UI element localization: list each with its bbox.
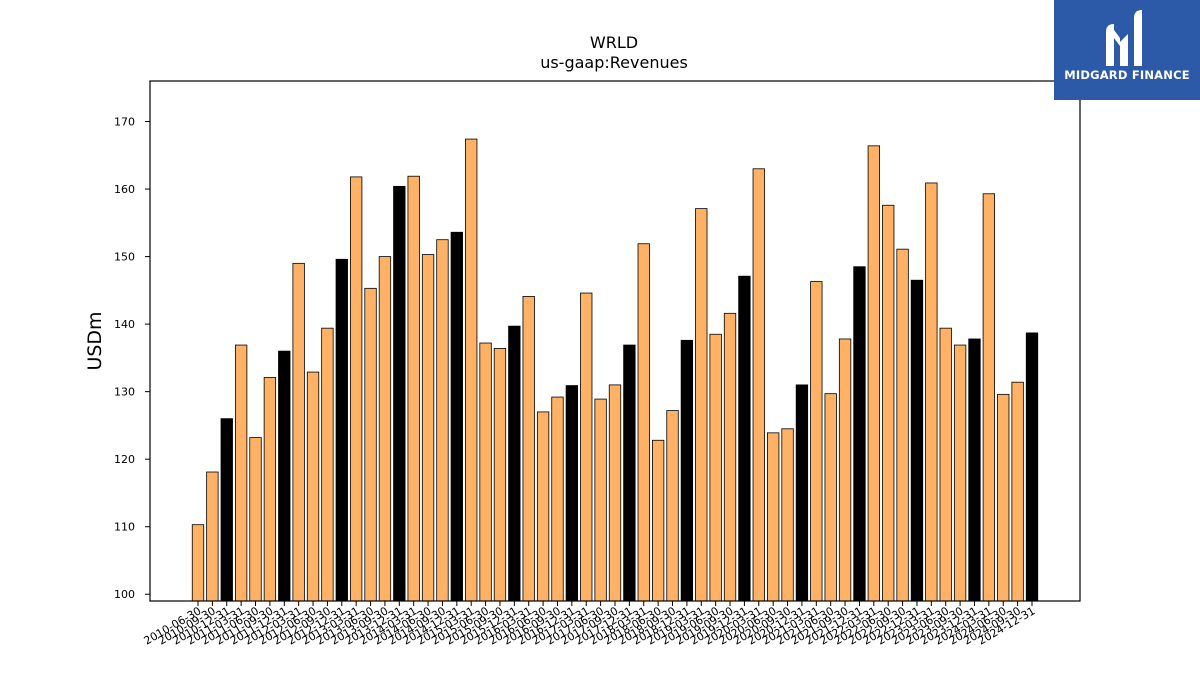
y-tick-label: 160	[114, 183, 135, 196]
bar-2022-06-30	[882, 204, 895, 602]
logo-text: MIDGARD FINANCE	[1064, 68, 1190, 82]
bar-2012-03-31	[292, 262, 305, 602]
bar-2023-12-31	[968, 338, 981, 602]
bar-2021-06-30	[824, 393, 837, 602]
bar-2021-03-31	[810, 281, 823, 602]
bar-2024-06-30	[997, 393, 1010, 602]
bar-2013-09-30	[378, 256, 392, 602]
bar-2012-06-30	[306, 371, 320, 602]
bar-2021-09-30	[838, 338, 852, 602]
bar-2018-12-31	[680, 339, 694, 602]
bar-2020-06-30	[767, 432, 780, 602]
bar-2016-06-30	[536, 411, 550, 602]
bar-2010-09-30	[206, 471, 219, 602]
bar-2024-09-30	[1011, 381, 1024, 602]
bar-2024-03-31	[982, 193, 996, 602]
bar-2017-03-31	[580, 292, 593, 602]
bar-2018-09-30	[666, 410, 679, 602]
bar-2015-06-30	[479, 342, 492, 602]
bar-2019-12-31	[738, 275, 751, 602]
bar-2017-06-30	[594, 398, 607, 602]
y-tick-label: 170	[114, 116, 135, 129]
y-axis-label: USDm	[84, 311, 106, 370]
bar-2012-12-31	[335, 258, 348, 602]
bar-2014-12-31	[450, 231, 463, 602]
bar-2016-03-31	[522, 296, 535, 602]
bar-2017-12-31	[623, 344, 636, 602]
bar-2010-06-30	[191, 524, 205, 602]
bar-2015-09-30	[493, 348, 507, 602]
bars-group	[191, 138, 1039, 602]
bar-2013-06-30	[364, 287, 377, 602]
bar-2011-12-31	[278, 350, 291, 602]
y-tick-label: 120	[114, 453, 135, 466]
bar-2011-03-31	[234, 344, 248, 602]
bar-2021-12-31	[853, 266, 866, 602]
bar-2015-12-31	[508, 325, 521, 602]
bar-2022-03-31	[867, 145, 880, 602]
y-tick-label: 110	[114, 521, 135, 534]
bar-2024-12-31	[1025, 332, 1039, 602]
bar-2011-06-30	[249, 437, 262, 602]
bar-2020-12-31	[795, 384, 809, 602]
midgard-logo-icon	[1106, 10, 1142, 66]
bar-2019-09-30	[723, 312, 737, 602]
bar-2023-06-30	[939, 327, 952, 602]
bar-2015-03-31	[465, 138, 478, 602]
bar-2017-09-30	[608, 384, 622, 602]
bar-2011-09-30	[263, 377, 277, 602]
bar-2023-03-31	[925, 182, 938, 602]
bar-2022-12-31	[910, 279, 924, 602]
chart-title: WRLD	[590, 33, 638, 52]
y-axis: 100 110 120 130 140 150 160 170	[114, 116, 150, 601]
bar-2013-12-31	[393, 185, 406, 602]
bar-2018-03-31	[637, 243, 650, 602]
bar-2018-06-30	[651, 439, 665, 602]
brand-logo: MIDGARD FINANCE	[1054, 0, 1200, 100]
bar-2014-03-31	[407, 175, 420, 602]
bar-2019-03-31	[695, 208, 708, 602]
y-tick-label: 130	[114, 386, 135, 399]
plot-frame	[149, 80, 1081, 602]
bar-2010-12-31	[220, 418, 233, 602]
bar-2014-09-30	[436, 239, 449, 602]
bar-2019-06-30	[709, 333, 722, 602]
y-tick-label: 150	[114, 251, 135, 264]
bar-2022-09-30	[896, 248, 909, 602]
bar-2016-09-30	[551, 396, 564, 602]
chart-subtitle: us-gaap:Revenues	[540, 53, 688, 72]
bar-2016-12-31	[565, 385, 579, 602]
bar-2013-03-31	[350, 176, 363, 602]
x-axis: 2010-06-302010-09-302010-12-312011-03-31…	[142, 601, 1038, 648]
y-tick-label: 140	[114, 318, 135, 331]
bar-2020-03-31	[752, 168, 765, 602]
bar-2020-09-30	[781, 428, 794, 602]
bar-2023-09-30	[953, 344, 967, 602]
y-tick-label: 100	[114, 588, 135, 601]
bar-2012-09-30	[321, 327, 334, 602]
bar-2014-06-30	[421, 254, 435, 602]
